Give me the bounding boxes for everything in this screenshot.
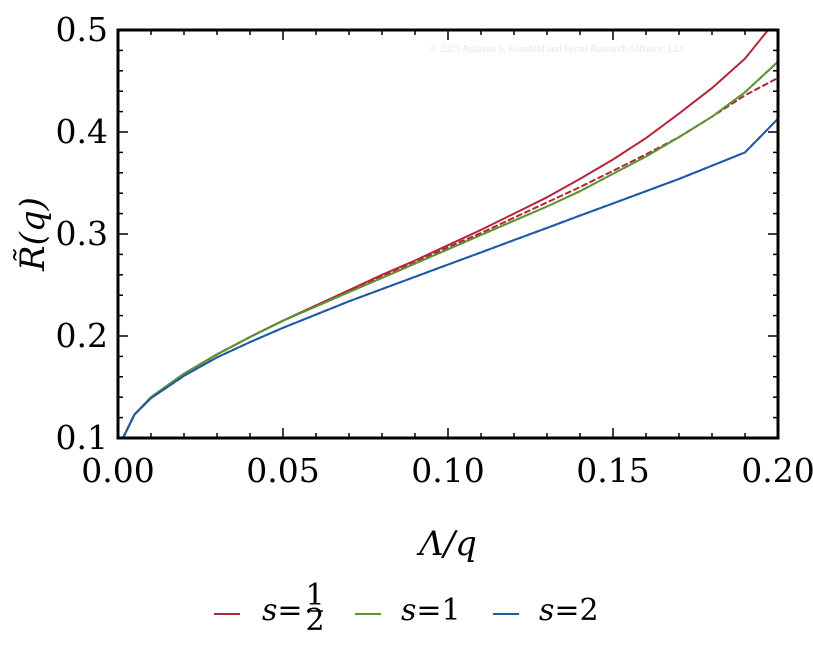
legend-item-s-2: s=2 xyxy=(493,593,599,628)
legend-label-s-half: s= xyxy=(262,593,303,628)
x-tick-label: 0.00 xyxy=(81,451,154,490)
series-line-2 xyxy=(122,117,778,438)
y-tick-label: 0.1 xyxy=(56,418,108,457)
y-tick-label: 0.2 xyxy=(56,316,108,355)
x-tick-label: 0.20 xyxy=(741,451,813,490)
ticks-layer xyxy=(117,29,779,439)
x-tick-label: 0.15 xyxy=(576,451,649,490)
series-line-0 xyxy=(122,30,770,438)
legend-item-s-half: s= 1 2 xyxy=(214,578,325,638)
labels-layer: 0.00 0.05 0.10 0.15 0.20 0.1 0.2 0.3 0.4 0.5 xyxy=(56,10,813,490)
watermark: © 2023 Andreas S. Kronfeld and Fermi Res… xyxy=(430,44,687,55)
legend-label-s-2: s=2 xyxy=(539,593,599,628)
y-tick-label: 0.4 xyxy=(56,112,108,151)
series-line-3-dashed xyxy=(122,76,778,438)
y-axis-title: R̃(q) xyxy=(13,197,53,272)
series-line-4-dashed xyxy=(122,60,778,438)
plot-frame xyxy=(116,28,780,440)
legend-frac-num: 1 xyxy=(305,578,324,613)
y-tick-label: 0.3 xyxy=(56,214,108,253)
legend: s= 1 2 s=1 s=2 xyxy=(214,578,599,638)
series-line-1 xyxy=(122,60,778,438)
x-axis-title: Λ/q xyxy=(416,524,477,564)
x-tick-label: 0.05 xyxy=(246,451,319,490)
legend-label-s-1: s=1 xyxy=(401,593,461,628)
x-tick-label: 0.10 xyxy=(411,451,484,490)
legend-frac-den: 2 xyxy=(305,603,324,638)
series-layer xyxy=(122,30,778,438)
legend-item-s-1: s=1 xyxy=(355,593,461,628)
y-tick-label: 0.5 xyxy=(56,10,108,49)
series-line-5-dashed xyxy=(122,117,778,438)
